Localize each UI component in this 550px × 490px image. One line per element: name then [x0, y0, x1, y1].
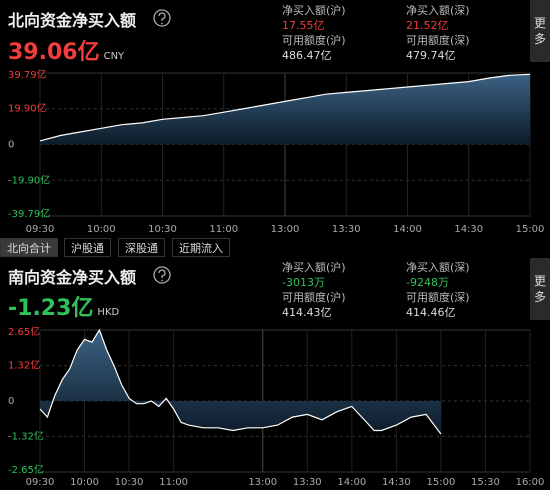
stat-label: 可用额度(沪)	[282, 34, 346, 47]
y-tick-label: -39.79亿	[8, 207, 50, 220]
y-tick-label: 19.90亿	[8, 102, 47, 115]
y-tick-label: 1.32亿	[8, 359, 40, 372]
stat-value: 486.47亿	[282, 49, 332, 62]
x-tick-label: 10:30	[148, 224, 177, 235]
more-button[interactable]: 更多	[530, 0, 550, 62]
more-button[interactable]: 更多	[530, 258, 550, 320]
x-tick-label: 09:30	[26, 224, 55, 235]
x-tick-label: 14:30	[382, 477, 411, 488]
x-tick-label: 14:00	[337, 477, 366, 488]
x-tick-label: 13:00	[248, 477, 277, 488]
north-net: 39.06亿	[8, 40, 100, 65]
y-tick-label: 39.79亿	[8, 68, 47, 81]
currency: HKD	[97, 307, 120, 318]
tab[interactable]: 沪股通	[64, 238, 111, 257]
stat-value: 17.55亿	[282, 19, 325, 32]
x-tick-label: 13:00	[271, 224, 300, 235]
stat-value: 414.43亿	[282, 306, 332, 319]
tab[interactable]: 深股通	[118, 238, 165, 257]
stat-value: 479.74亿	[406, 49, 456, 62]
line	[39, 328, 442, 435]
south-value: -1.23亿 HKD	[8, 290, 119, 322]
stat-label: 净买入额(沪)	[282, 261, 346, 274]
line	[39, 73, 531, 142]
x-tick-label: 11:00	[159, 477, 188, 488]
x-tick-label: 15:00	[426, 477, 455, 488]
x-tick-label: 10:00	[87, 224, 116, 235]
x-tick-label: 13:30	[332, 224, 361, 235]
x-tick-label: 15:30	[471, 477, 500, 488]
south-net: -1.23亿	[8, 296, 94, 321]
y-tick-label: 2.65亿	[8, 325, 40, 338]
x-tick-label: 11:00	[209, 224, 238, 235]
stat-label: 可用额度(沪)	[282, 291, 346, 304]
south-title: 南向资金净买入额	[8, 268, 137, 287]
x-tick-label: 09:30	[26, 477, 55, 488]
y-tick-label: 0	[8, 140, 14, 151]
area	[40, 74, 530, 145]
x-tick-label: 10:00	[70, 477, 99, 488]
north-value: 39.06亿 CNY	[8, 34, 124, 66]
north-title: 北向资金净买入额	[8, 11, 137, 30]
tab[interactable]: 近期流入	[172, 238, 230, 257]
y-tick-label: 0	[8, 396, 14, 407]
stat-label: 净买入额(深)	[406, 261, 470, 274]
north-chart: 39.79亿 19.90亿 0 -19.90亿 -39.79亿 09:30 10:00 10:…	[8, 68, 545, 235]
help-icon[interactable]	[152, 265, 172, 285]
stat-value: -9248万	[406, 276, 449, 289]
stat-label: 净买入额(沪)	[282, 4, 346, 17]
stat-label: 可用额度(深)	[406, 291, 470, 304]
x-tick-label: 15:00	[516, 224, 545, 235]
stat-value: 414.46亿	[406, 306, 456, 319]
x-tick-label: 13:30	[293, 477, 322, 488]
tab[interactable]: 北向合计	[0, 238, 58, 257]
stat-label: 可用额度(深)	[406, 34, 470, 47]
x-tick-label: 14:30	[454, 224, 483, 235]
x-tick-label: 10:30	[115, 477, 144, 488]
stat-label: 净买入额(深)	[406, 4, 470, 17]
y-tick-label: -19.90亿	[8, 173, 50, 186]
y-tick-label: -2.65亿	[8, 463, 44, 476]
y-tick-label: -1.32亿	[8, 429, 44, 442]
x-tick-label: 16:00	[516, 477, 545, 488]
stat-value: 21.52亿	[406, 19, 449, 32]
stat-value: -3013万	[282, 276, 325, 289]
area	[40, 330, 441, 434]
x-tick-label: 14:00	[393, 224, 422, 235]
currency: CNY	[103, 51, 125, 62]
help-icon[interactable]	[152, 8, 172, 28]
